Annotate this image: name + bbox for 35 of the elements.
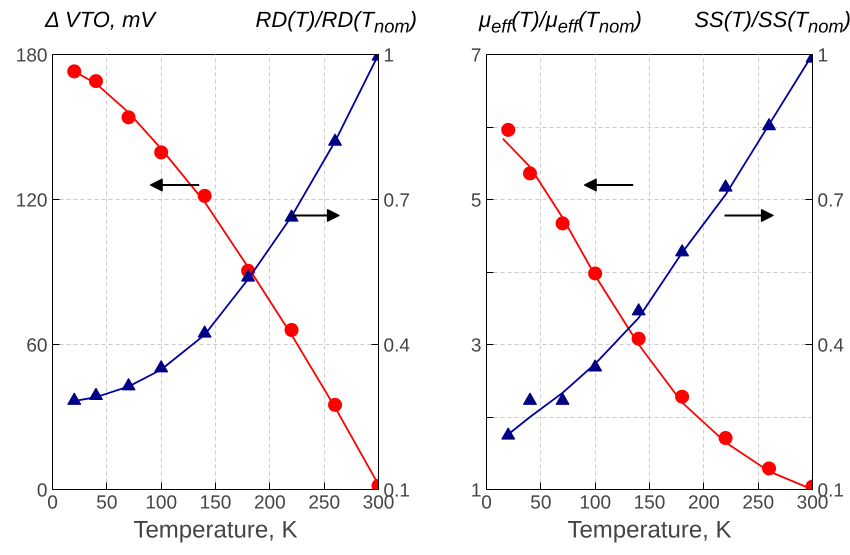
y-tick-label: 1: [470, 480, 482, 502]
point: [522, 392, 537, 405]
x-tick-label: 100: [145, 492, 178, 514]
x-tick-label: 100: [579, 492, 612, 514]
y-tick-label: 60: [26, 336, 48, 356]
y2-tick-label: 0.7: [384, 190, 410, 212]
x-tick-label: 50: [530, 492, 552, 514]
y-axis-title: Δ VTO, mV: [45, 6, 156, 34]
y2-tick-label: 0.4: [818, 336, 844, 356]
x-axis-title: Temperature, K: [133, 516, 298, 544]
y-tick-label: 5: [470, 190, 482, 212]
x-tick-label: 150: [200, 492, 232, 514]
y-tick-label: 120: [16, 190, 48, 212]
y2-tick-label: 0.7: [818, 190, 844, 212]
line-series: [502, 54, 812, 440]
y2-axis-title: RD(T)/RD(T$_{nom}$): [255, 6, 417, 38]
y-axis-title: μ$_{eff}$(T)/μ$_{eff}$(T$_{nom}$): [479, 6, 642, 38]
point: [67, 392, 82, 405]
x-tick-label: 50: [96, 492, 118, 514]
x-axis-title: Temperature, K: [567, 516, 732, 544]
point: [501, 122, 516, 137]
y2-tick-label: 1: [384, 46, 394, 66]
x-tick-label: 150: [634, 492, 666, 514]
y-tick-label: 7: [470, 46, 482, 66]
y2-tick-label: 1: [818, 46, 828, 66]
y-tick-label: 180: [16, 46, 48, 66]
y2-axis-title: SS(T)/SS(T$_{nom}$): [694, 6, 850, 38]
x-tick-label: 200: [688, 492, 720, 514]
y2-tick-label: 0.4: [384, 336, 410, 356]
x-tick-label: 250: [308, 492, 340, 514]
x-tick-label: 200: [254, 492, 286, 514]
y-tick-label: 3: [470, 336, 482, 356]
x-tick-label: 250: [742, 492, 774, 514]
point: [67, 64, 82, 78]
point: [556, 392, 570, 405]
